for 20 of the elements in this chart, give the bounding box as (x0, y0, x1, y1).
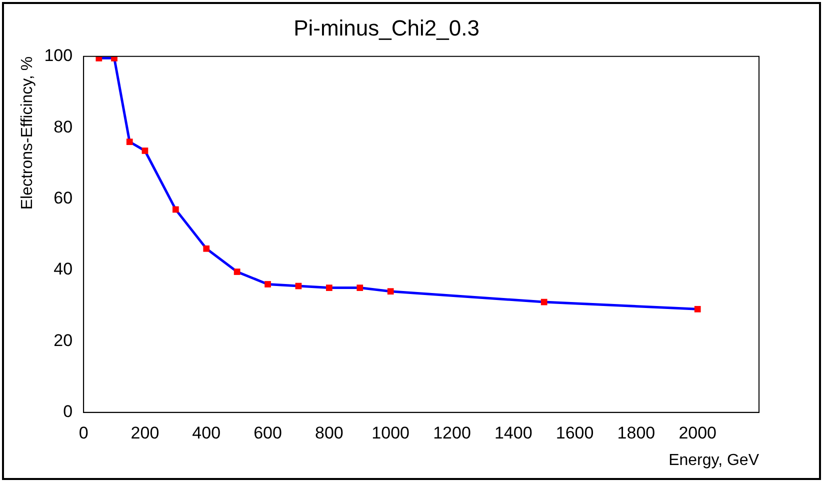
y-tick-label: 60 (54, 188, 73, 208)
chart-title: Pi-minus_Chi2_0.3 (294, 15, 480, 40)
x-tick-label: 1600 (556, 423, 594, 442)
y-tick-label: 0 (63, 402, 73, 422)
x-tick-label: 200 (130, 423, 160, 442)
y-tick-label: 80 (54, 117, 73, 136)
x-tick-label: 1200 (433, 423, 471, 442)
y-axis-title: Electrons-Efficincy, % (19, 56, 36, 210)
x-tick-label: 1800 (617, 423, 656, 442)
x-tick-label: 2000 (678, 423, 717, 442)
x-tick-label: 1400 (494, 423, 532, 442)
y-tick-label: 40 (54, 260, 73, 279)
x-axis-title: Energy, GeV (668, 452, 760, 469)
x-tick-label: 1000 (372, 423, 410, 442)
y-tick-label: 20 (54, 330, 73, 350)
x-tick-label: 800 (314, 423, 344, 442)
y-tick-label: 100 (44, 46, 73, 66)
x-tick-label: 0 (78, 423, 88, 442)
x-tick-label: 400 (192, 423, 221, 442)
x-tick-label: 600 (254, 423, 282, 442)
